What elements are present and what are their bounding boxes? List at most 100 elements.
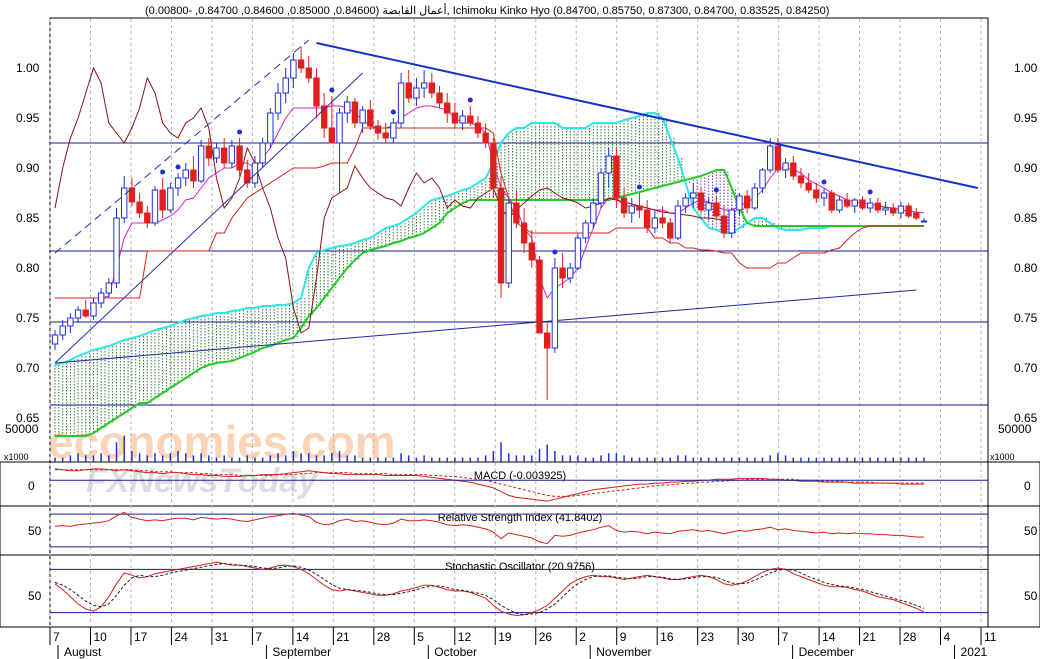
candle-body — [859, 199, 866, 209]
candle-body — [359, 109, 366, 124]
candle-body — [520, 222, 528, 244]
candle-body — [182, 169, 189, 179]
chart-header: أعمال القابضة (0.84600, 0.85000, 0.84600… — [145, 3, 829, 17]
y-tick-left: 0.95 — [16, 111, 40, 125]
x-month-label: November — [596, 645, 651, 659]
candle-body — [474, 122, 482, 134]
candle-body — [82, 309, 89, 317]
trendlines — [54, 39, 979, 364]
y-tick-right: 0.75 — [1014, 311, 1038, 325]
candle-body — [467, 115, 474, 124]
candle-body — [90, 302, 97, 317]
indicator-title: Stochastic Oscillator (20.9756) — [445, 561, 595, 573]
signal-dots — [160, 87, 873, 255]
y-tick-right: 1.00 — [1014, 61, 1038, 75]
candle-body — [105, 282, 113, 294]
candle-body — [790, 162, 797, 177]
kijun-sen — [55, 127, 924, 299]
indicator-title: Relative Strength Index (41.8402) — [438, 512, 603, 524]
y-tick-right: 0.85 — [1014, 211, 1038, 225]
candle-body — [459, 115, 466, 124]
candle-body — [759, 169, 766, 189]
y-tick-left: 0.80 — [16, 261, 40, 275]
candle-body — [559, 267, 566, 279]
x-month-label: August — [64, 645, 102, 659]
candle-body — [313, 77, 320, 107]
candle-body — [67, 317, 74, 327]
signal-dot — [329, 87, 335, 93]
candle-body — [720, 215, 728, 234]
candle-body — [128, 187, 136, 203]
volume-bars — [54, 435, 925, 462]
candle-body — [690, 192, 697, 199]
indicator-series — [54, 511, 924, 545]
chikou-span — [54, 66, 725, 334]
candle-body — [121, 187, 128, 219]
y-tick-right: 0.95 — [1014, 111, 1038, 125]
x-day-label: 30 — [741, 630, 755, 644]
candle-body — [728, 209, 735, 234]
x-day-label: 2 — [579, 630, 586, 644]
candle-body — [813, 189, 820, 199]
candle-body — [805, 182, 812, 191]
candle-body — [374, 125, 382, 134]
x-day-label: 10 — [93, 630, 107, 644]
x-day-label: 4 — [944, 630, 951, 644]
y-tick-right: 0.80 — [1014, 261, 1038, 275]
volume-unit-right: x1000 — [990, 452, 1015, 462]
candle-body — [451, 112, 459, 124]
candle-body — [797, 175, 805, 184]
x-day-label: 21 — [863, 630, 877, 644]
signal-dot — [390, 109, 396, 115]
indicator-tick-right: 0 — [1024, 479, 1031, 493]
candle-body — [851, 199, 858, 207]
candle-body — [767, 145, 774, 171]
y-tick-left: 0.70 — [16, 361, 40, 375]
candle-body — [174, 177, 182, 189]
x-day-label: 14 — [822, 630, 836, 644]
candle-body — [113, 217, 120, 284]
tenkan-sen — [55, 105, 925, 300]
candle-body — [613, 155, 620, 199]
indicator-tick-left: 50 — [28, 589, 42, 603]
candle-body — [620, 197, 628, 214]
x-day-label: 14 — [296, 630, 310, 644]
candle-body — [697, 192, 705, 211]
signal-dot — [467, 97, 473, 103]
candle-body — [674, 205, 682, 239]
candlesticks — [51, 46, 928, 400]
candle-body — [597, 172, 605, 204]
ichimoku-cloud — [54, 113, 829, 436]
candle-body — [866, 202, 874, 209]
candle-body — [682, 197, 689, 207]
candle-body — [144, 212, 151, 224]
candle-body — [497, 187, 505, 284]
candle-body — [297, 59, 305, 69]
candle-body — [482, 132, 489, 144]
y-axis-labels: 1.00 1.00 0.95 0.95 0.90 0.90 0.85 0.85 0.80 0.80… — [4, 61, 1038, 462]
candle-body — [874, 202, 882, 211]
signal-dot — [821, 179, 827, 185]
candle-body — [251, 162, 259, 184]
x-day-label: 24 — [174, 630, 188, 644]
candle-body — [282, 77, 289, 94]
indicator-series — [55, 469, 924, 497]
x-day-label: 7 — [53, 630, 60, 644]
volume-tick-right: 50000 — [998, 422, 1032, 436]
ichimoku-lines — [54, 66, 925, 437]
indicator-tick-left: 0 — [28, 479, 35, 493]
x-month-label: October — [434, 645, 477, 659]
x-day-label: 19 — [498, 630, 512, 644]
candle-body — [913, 212, 920, 219]
y-tick-left: 1.00 — [16, 61, 40, 75]
candle-body — [543, 332, 551, 349]
indicator-series — [54, 561, 925, 617]
candle-body — [920, 220, 928, 223]
stochastic-panel-frame — [0, 554, 1040, 628]
candle-body — [782, 162, 789, 171]
candle-body — [582, 222, 589, 239]
candle-body — [382, 132, 389, 139]
y-tick-right: 0.90 — [1014, 161, 1038, 175]
x-day-label: 23 — [701, 630, 715, 644]
candle-body — [705, 202, 712, 211]
